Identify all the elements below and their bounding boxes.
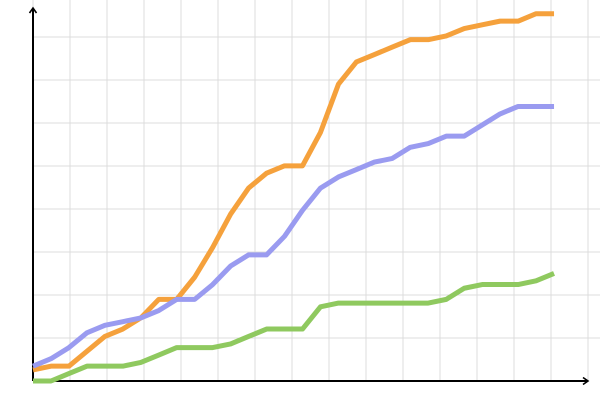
grid-vertical-lines: [32, 0, 589, 381]
axes: [28, 6, 590, 386]
series-line-orange-series: [32, 11, 555, 373]
data-series-group: [32, 11, 555, 384]
series-line-purple-series: [32, 103, 555, 369]
arrow-right-icon: [582, 376, 590, 386]
arrow-up-icon: [28, 6, 38, 14]
grid-horizontal-lines: [33, 36, 600, 339]
series-line-green-series: [33, 271, 555, 384]
